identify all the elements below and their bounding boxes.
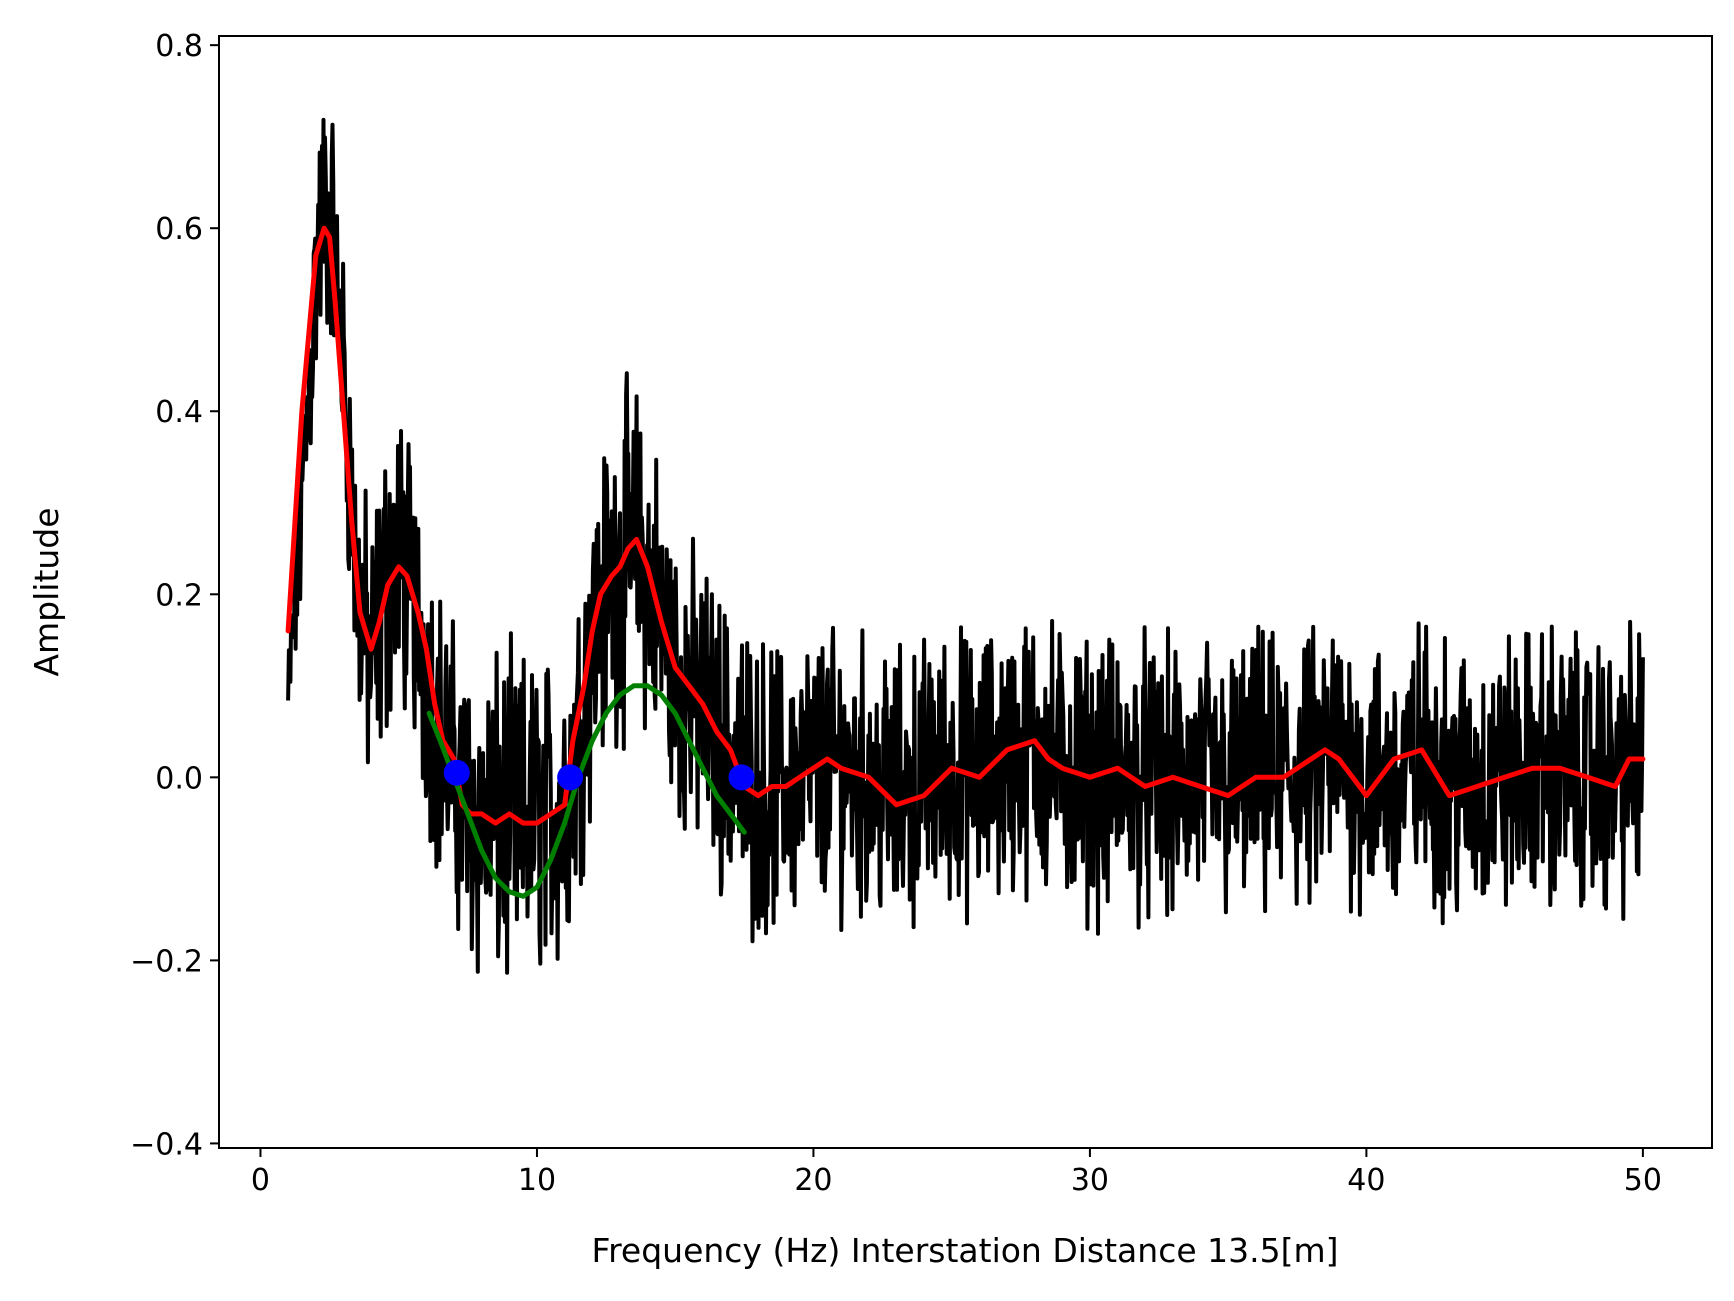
x-tick-label: 40 — [1347, 1163, 1385, 1198]
x-tick-label: 10 — [518, 1163, 556, 1198]
plot-frame — [218, 35, 1713, 1149]
x-tick-label: 20 — [794, 1163, 832, 1198]
y-axis-label: Amplitude — [27, 507, 66, 676]
zero-crossing-point — [557, 764, 584, 791]
smoothed-spectrum-line — [285, 225, 1646, 826]
y-axis: −0.4 −0.2 0.0 0.2 0.4 0.6 0.8 — [130, 29, 219, 1162]
y-tick-label: 0.8 — [155, 29, 203, 64]
zero-crossing-point — [728, 764, 755, 791]
y-tick-label: 0.0 — [155, 761, 203, 796]
x-axis-label: Frequency (Hz) Interstation Distance 13.… — [591, 1231, 1338, 1270]
y-tick-label: 0.6 — [155, 212, 203, 247]
y-tick-label: −0.4 — [130, 1127, 203, 1162]
y-tick-label: 0.4 — [155, 395, 203, 430]
raw-spectrum-line — [286, 117, 1645, 975]
x-tick-label: 30 — [1071, 1163, 1109, 1198]
y-tick-label: 0.2 — [155, 578, 203, 613]
series-layer — [285, 117, 1646, 975]
fitted-bessel-line — [426, 683, 747, 899]
x-tick-label: 50 — [1624, 1163, 1662, 1198]
y-tick-label: −0.2 — [130, 944, 203, 979]
x-axis: 0 10 20 30 40 50 — [251, 1148, 1662, 1198]
x-tick-label: 0 — [251, 1163, 270, 1198]
zero-crossing-point — [443, 759, 470, 786]
